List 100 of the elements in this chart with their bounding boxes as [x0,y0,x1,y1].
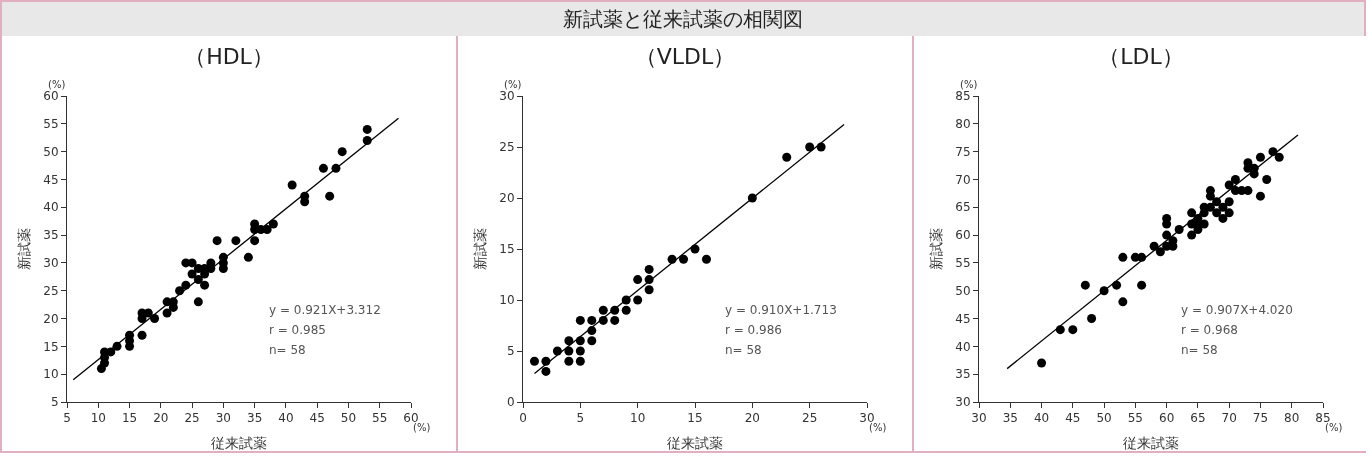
point [200,280,210,290]
y-tick-label: 55 [43,117,59,132]
y-tick-label: 45 [43,172,59,187]
point [701,254,711,264]
point [1087,314,1097,324]
point [644,264,654,274]
y-axis-title: 新試薬 [472,228,488,270]
point [575,315,585,325]
annotation: r = 0.986 [725,323,782,337]
point [621,305,631,315]
y-tick-label: 15 [43,339,59,354]
y-tick-label: 80 [955,117,971,132]
point [633,275,643,285]
point [1262,174,1272,184]
y-tick-label: 25 [499,140,515,155]
point [598,305,608,315]
annotation: n= 58 [725,343,762,357]
point [1230,174,1240,184]
annotation: y = 0.921X+3.312 [269,303,381,317]
point [805,142,815,152]
y-tick-label: 40 [43,200,59,215]
y-tick-label: 50 [43,144,59,159]
y-tick-label: 30 [43,256,59,271]
point [212,236,222,246]
x-tick-label: 5 [63,411,71,426]
text: (%) [1325,422,1343,433]
x-tick-label: 40 [1033,411,1050,426]
y-tick-label: 20 [43,311,59,326]
x-tick-label: 20 [744,411,760,426]
point [1137,280,1147,290]
y-tick-label: 0 [506,395,515,410]
point [1218,213,1228,223]
point [231,236,241,246]
x-tick-label: 15 [121,411,138,426]
y-tick-label: 50 [955,283,971,298]
point [529,356,539,366]
x-axis-title: 従来試薬 [211,435,267,451]
y-tick-label: 60 [955,228,971,243]
annotation: y = 0.907X+4.020 [1181,303,1293,317]
y-tick-label: 70 [955,172,971,187]
point [162,308,172,318]
point [1224,208,1234,218]
point [679,254,689,264]
point [1037,358,1047,368]
y-tick-label: 30 [955,395,971,410]
point [250,236,260,246]
point [633,295,643,305]
annotation: n= 58 [1181,343,1218,357]
chart-title: （LDL） [1098,43,1184,69]
x-tick-label: 65 [1190,411,1206,426]
point [1080,280,1090,290]
text: (%) [504,79,522,90]
point [1118,297,1128,307]
y-tick-label: 25 [43,283,59,298]
point [187,258,197,268]
y-tick-label: 35 [43,228,59,243]
point [1255,191,1265,201]
x-tick-label: 75 [1252,411,1269,426]
annotation: n= 58 [269,343,306,357]
point [1162,213,1172,223]
point [587,336,597,346]
point [564,336,574,346]
chart-title: （VLDL） [634,43,736,69]
point [287,180,297,190]
text: (%) [960,79,978,90]
x-axis-title: 従来試薬 [667,435,723,451]
y-tick-label: 5 [50,395,59,410]
point [575,356,585,366]
point [1118,252,1128,262]
point [243,252,253,262]
point [1212,208,1222,218]
point [337,147,347,157]
x-tick-label: 5 [576,411,585,426]
text: (%) [869,422,887,433]
point [644,285,654,295]
point [1255,152,1265,162]
point [193,297,203,307]
point [325,191,335,201]
x-tick-label: 55 [1127,411,1143,426]
y-tick-label: 45 [955,311,971,326]
x-tick-label: 35 [1002,411,1018,426]
x-tick-label: 50 [340,411,357,426]
y-tick-label: 85 [955,89,971,104]
y-axis-title: 新試薬 [928,228,944,270]
text: 新試薬と従来試薬の相関図 [2,2,1364,36]
point [1243,186,1253,196]
annotation: r = 0.985 [269,323,326,337]
x-tick-label: 80 [1284,411,1300,426]
point [268,219,278,229]
y-tick-label: 30 [499,89,515,104]
y-tick-label: 15 [499,242,515,257]
x-tick-label: 30 [971,411,987,426]
x-tick-label: 50 [1096,411,1112,426]
point [564,346,574,356]
point [1224,197,1234,207]
y-tick-label: 10 [43,367,59,382]
y-tick-label: 35 [955,367,971,382]
x-tick-label: 40 [278,411,294,426]
y-tick-label: 10 [499,293,515,308]
x-axis-title: 従来試薬 [1123,435,1179,451]
